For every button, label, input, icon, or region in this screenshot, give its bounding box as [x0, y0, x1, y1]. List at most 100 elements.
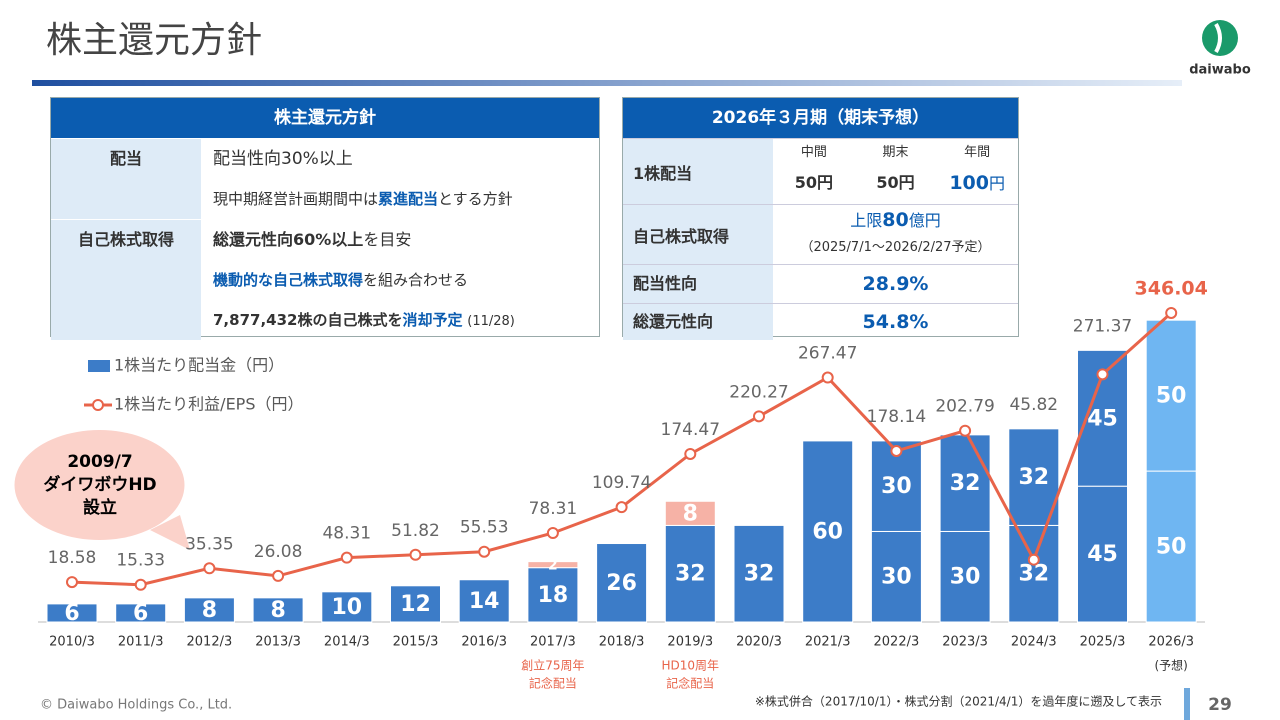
eps-point: [134, 578, 147, 591]
bar-label: 50: [1156, 384, 1187, 409]
eps-point: [684, 447, 697, 460]
bar: [939, 530, 991, 623]
x-tick-label: 2012/3: [187, 635, 233, 650]
eps-point: [821, 371, 834, 384]
legend-swatch: [88, 360, 110, 372]
bar: [1077, 485, 1128, 623]
bar: [733, 524, 785, 623]
table-row: 配当 配当性向30%以上 現中期経営計画期間中は累進配当とする方針: [51, 138, 599, 219]
eps-label: 109.74: [592, 473, 651, 493]
text: 現中期経営計画期間中は: [213, 190, 379, 208]
text: を組み合わせる: [363, 271, 469, 289]
bar-label: 26: [606, 571, 637, 596]
x-note: 記念配当: [529, 676, 577, 691]
x-tick-label: 2024/3: [1011, 635, 1057, 650]
eps-point: [478, 545, 491, 558]
bar-label: 32: [744, 562, 775, 587]
value: 50: [794, 173, 817, 192]
table-row: 1株配当 中間 50円 期末 50円 年間 100円: [623, 138, 1018, 204]
eps-label: 26.08: [254, 542, 303, 562]
line: 機動的な自己株式取得を組み合わせる: [201, 260, 599, 300]
eps-label: 220.27: [729, 382, 788, 402]
bar-label: 6: [133, 601, 148, 626]
text: 総還元性向60%以上: [213, 230, 364, 249]
eps-label: 35.35: [185, 534, 234, 554]
unit: 円: [989, 174, 1006, 193]
x-tick-label: 2019/3: [667, 635, 713, 650]
footnote: ※株式併合（2017/10/1）・株式分割（2021/4/1）を過年度に遡及して…: [755, 694, 1162, 709]
legend-label: 1株当たり利益/EPS（円）: [114, 395, 304, 414]
bar-label: 32: [1018, 562, 1049, 587]
bar-label: 30: [881, 474, 912, 499]
bar: [1145, 319, 1197, 472]
bar-label: 45: [1087, 406, 1118, 431]
text: 上限: [850, 211, 883, 230]
eps-label: 78.31: [529, 499, 578, 519]
note: （2025/7/1～2026/2/27予定）: [800, 240, 991, 255]
eps-label: 15.33: [116, 551, 165, 571]
text: 累進配当: [378, 190, 439, 208]
x-tick-label: 2018/3: [599, 635, 645, 650]
bar-label: 50: [1156, 535, 1187, 560]
eps-point: [615, 501, 628, 514]
x-note: 創立75周年: [521, 658, 584, 673]
bar: [252, 597, 304, 623]
text: を目安: [363, 230, 412, 249]
text: 配当性向30%以上: [213, 149, 353, 169]
value: 50: [876, 173, 899, 192]
text: とする方針: [438, 190, 513, 208]
x-tick-label: 2016/3: [461, 635, 507, 650]
policy-table: 株主還元方針 配当 配当性向30%以上 現中期経営計画期間中は累進配当とする方針…: [50, 97, 600, 340]
bar-label: 32: [1018, 465, 1049, 490]
x-tick-label: 2023/3: [942, 635, 988, 650]
line: 配当性向30%以上: [201, 139, 599, 179]
value: 100: [949, 172, 989, 194]
bar: [596, 543, 648, 623]
unit: 億円: [908, 211, 941, 230]
bar-label: 8: [202, 598, 217, 623]
text: 機動的な自己株式取得: [213, 271, 364, 289]
eps-label: 346.04: [1135, 277, 1208, 299]
text: 消却予定: [402, 311, 463, 329]
bar-label: 30: [881, 565, 912, 590]
eps-label: 45.82: [1009, 395, 1058, 415]
forecast-table: 2026年３月期（期末予想） 1株配当 中間 50円 期末 50円 年間 100円 自…: [622, 97, 1019, 340]
logo-stroke: [1214, 23, 1222, 53]
eps-point: [409, 548, 422, 561]
row-label: 1株配当: [623, 139, 773, 204]
row-label: 総還元性向: [623, 304, 773, 340]
bar: [458, 579, 510, 623]
bar: [1008, 524, 1060, 623]
unit: 円: [816, 173, 833, 192]
page-bar: [1184, 688, 1190, 720]
text: 7,877,432株の自己株式を: [213, 311, 403, 329]
x-note: (予想): [1155, 658, 1188, 673]
x-note: 記念配当: [666, 676, 714, 691]
bar: [321, 591, 373, 623]
bar-label: 45: [1087, 542, 1118, 567]
value: 80: [882, 209, 909, 231]
x-tick-label: 2025/3: [1080, 635, 1126, 650]
bar: [46, 603, 98, 623]
eps-label: 174.47: [661, 420, 720, 440]
annotation-bubble: [14, 430, 191, 550]
x-tick-label: 2021/3: [805, 635, 851, 650]
bar: [664, 500, 716, 526]
logo-text: daiwabo: [1189, 63, 1251, 78]
page-number: 29: [1208, 695, 1232, 715]
x-note: HD10周年: [662, 659, 720, 673]
x-tick-label: 2026/3: [1148, 635, 1194, 650]
bar-label: 60: [812, 519, 843, 544]
bar-label: 2: [548, 558, 558, 574]
bar-label: 14: [469, 589, 500, 614]
text: (11/28): [467, 314, 515, 329]
row-label: 自己株式取得: [51, 220, 201, 340]
annotation: ダイワボウHD: [43, 474, 156, 495]
copyright: © Daiwabo Holdings Co., Ltd.: [40, 698, 232, 713]
bar-label: 8: [683, 501, 698, 526]
bar: [664, 524, 716, 623]
row-label: 配当: [51, 139, 201, 219]
bar: [115, 603, 167, 623]
bar-label: 18: [538, 583, 569, 608]
cell: 年間 100円: [936, 139, 1018, 204]
